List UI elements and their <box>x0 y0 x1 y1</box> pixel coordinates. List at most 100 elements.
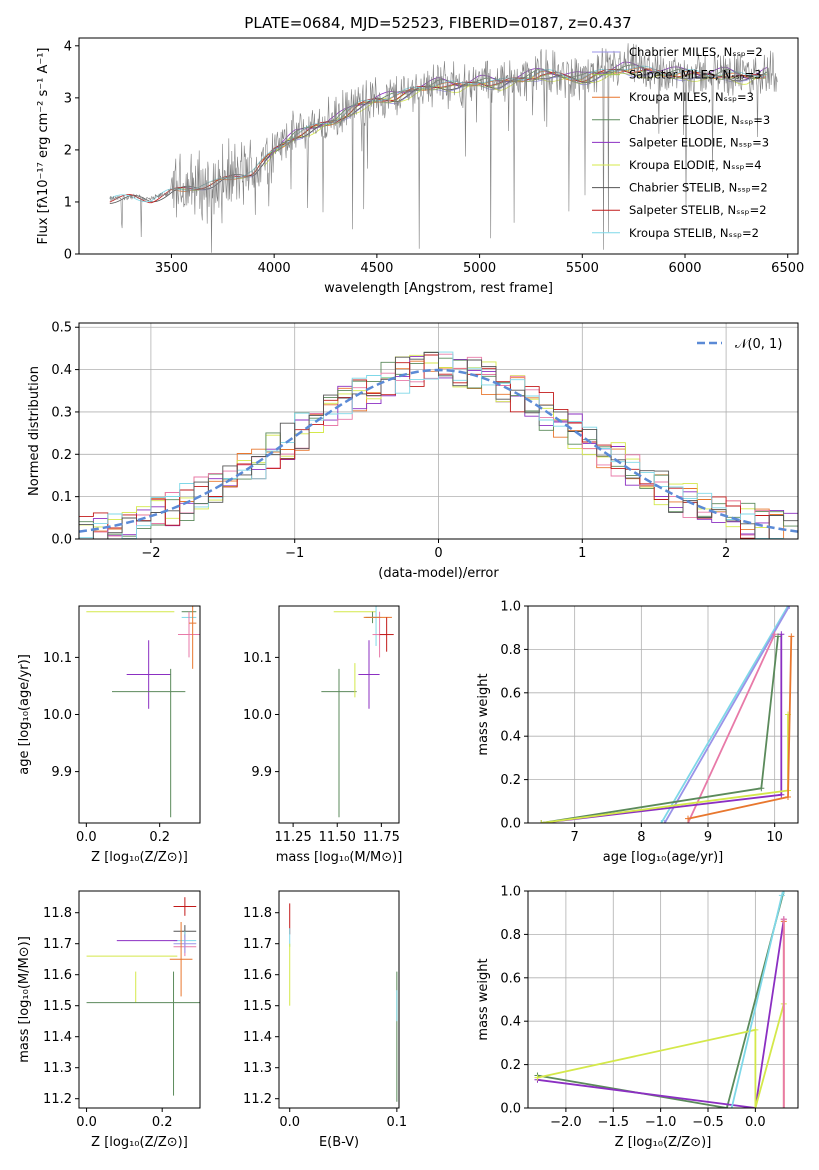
panel-age-vs-Z: 0.0 0.2 9.9 10.0 10.1 Z [log₁₀(Z/Z⊙)] age [log… <box>17 605 201 865</box>
x-tick-label: 0.2 <box>149 830 170 845</box>
plus-marker <box>780 891 787 894</box>
cumulative-line <box>537 919 785 1108</box>
y-tick-label: 0.0 <box>500 1102 521 1117</box>
y-tick-label: 10.0 <box>43 708 72 723</box>
panels: 3500 4000 4500 5000 5500 6000 6500 0 1 2 3 4 wavelen… <box>17 37 804 1150</box>
plus-marker <box>534 1074 541 1081</box>
plot-area <box>321 606 394 818</box>
cumulative-line <box>660 606 789 823</box>
y-tick-label: 4 <box>64 39 72 54</box>
cumulative-line <box>537 891 785 1108</box>
plot-area <box>86 897 200 1096</box>
x-tick-label: 6000 <box>668 261 701 276</box>
panel-age-vs-mass: 11.25 11.50 11.75 9.9 10.0 10.1 mass [log₁₀(M/… <box>243 605 403 865</box>
plus-marker <box>752 1105 759 1108</box>
cumulative-line <box>541 634 783 823</box>
cumulative-line <box>541 636 779 823</box>
y-tick-label: 11.3 <box>43 1061 72 1076</box>
plus-marker <box>771 631 778 638</box>
x-axis-label: E(B-V) <box>319 1135 359 1150</box>
plus-marker <box>780 916 787 923</box>
legend: Chabrier MILES, Nₛₛₚ=2 Salpeter MILES, Nₛ… <box>592 45 770 240</box>
legend-label: 𝒩(0, 1) <box>735 337 782 352</box>
panel-mass-vs-EBV: 0.0 0.1 11.2 11.3 11.4 11.5 11.6 11.7 11.8 E(B-V) <box>243 890 408 1150</box>
x-tick-label: 8 <box>637 830 645 845</box>
y-tick-label: 0 <box>64 248 72 263</box>
axes-frame <box>78 605 201 824</box>
plus-marker <box>658 820 665 823</box>
x-axis-label: Z [log₁₀(Z/Z⊙)] <box>615 1135 712 1150</box>
y-tick-label: 0.4 <box>500 1015 521 1030</box>
y-axis-label: mass weight <box>476 673 491 755</box>
plus-marker <box>685 815 691 822</box>
x-tick-label: 0.0 <box>279 1115 300 1130</box>
y-tick-label: 10.1 <box>243 651 272 666</box>
y-tick-label: 0.2 <box>500 1058 521 1073</box>
plot-area <box>79 351 798 539</box>
x-axis-label: Z [log₁₀(Z/Z⊙)] <box>91 1135 188 1150</box>
y-tick-label: 0.0 <box>500 817 521 832</box>
y-tick-label: 0.6 <box>500 971 521 986</box>
legend-label: Kroupa STELIB, Nₛₛₚ=2 <box>629 226 759 240</box>
figure-title: PLATE=0684, MJD=52523, FIBERID=0187, z=0… <box>244 14 631 32</box>
plus-marker <box>778 631 785 638</box>
x-axis-label: Z [log₁₀(Z/Z⊙)] <box>91 850 188 865</box>
axes-frame <box>278 890 400 1109</box>
y-axis-label: Flux [fλ10⁻¹⁷ erg cm⁻² s⁻¹ A⁻¹] <box>36 48 51 245</box>
x-tick-label: −0.5 <box>692 1115 724 1130</box>
x-tick-label: 0.1 <box>387 1115 408 1130</box>
legend-label: Chabrier ELODIE, Nₛₛₚ=3 <box>629 113 770 127</box>
x-axis-label: wavelength [Angstrom, rest frame] <box>324 281 553 296</box>
plus-marker <box>785 793 791 800</box>
y-tick-label: 11.5 <box>243 999 272 1014</box>
plot-area <box>86 606 200 818</box>
y-tick-label: 11.6 <box>243 968 272 983</box>
y-tick-label: 11.6 <box>43 968 72 983</box>
y-axis-label: mass weight <box>476 958 491 1040</box>
x-axis-label: mass [log₁₀(M/M⊙)] <box>276 850 403 865</box>
x-tick-label: 3500 <box>155 261 188 276</box>
y-axis-label: mass [log₁₀(M/M⊙)] <box>17 936 32 1063</box>
x-tick-label: −1.0 <box>645 1115 677 1130</box>
legend-label: Chabrier STELIB, Nₛₛₚ=2 <box>629 181 768 195</box>
cumulative-line <box>663 606 791 823</box>
x-tick-label: 9 <box>704 830 712 845</box>
plus-marker <box>780 1105 787 1108</box>
legend-label: Chabrier MILES, Nₛₛₚ=2 <box>629 45 763 59</box>
y-tick-label: 1.0 <box>500 885 521 900</box>
cumulative-line <box>541 714 789 823</box>
y-tick-label: 0.2 <box>51 448 72 463</box>
y-tick-label: 11.2 <box>43 1092 72 1107</box>
panel-massweight-vs-Z: −2.0 −1.5 −1.0 −0.5 0.0 0.0 0.2 0.4 0.6 0.8 1.0 Z [… <box>476 885 799 1150</box>
panel-massweight-vs-age: 7 8 9 10 0.0 0.2 0.4 0.6 0.8 1.0 age [log₁₀(age/yr… <box>476 600 799 865</box>
cumulative-line <box>537 1003 785 1108</box>
legend-label: Salpeter MILES, Nₛₛₚ=3 <box>629 68 762 82</box>
y-tick-label: 11.2 <box>243 1092 272 1107</box>
y-tick-label: 0.4 <box>51 363 72 378</box>
plot-area <box>109 43 778 253</box>
x-tick-label: 7 <box>571 830 579 845</box>
y-tick-label: 11.5 <box>43 999 72 1014</box>
plot-area <box>538 606 795 823</box>
y-tick-label: 11.8 <box>43 906 72 921</box>
legend-label: Salpeter ELODIE, Nₛₛₚ=3 <box>629 135 769 149</box>
plus-marker <box>752 1026 759 1033</box>
plus-marker <box>786 606 793 609</box>
y-tick-label: 0.0 <box>51 533 72 548</box>
axes-frame <box>78 890 201 1109</box>
y-tick-label: 0.3 <box>51 405 72 420</box>
plus-marker <box>661 820 668 823</box>
plot-area <box>289 903 398 1102</box>
x-tick-label: 11.75 <box>363 830 400 845</box>
x-tick-label: 5000 <box>463 261 496 276</box>
x-tick-label: 0.0 <box>76 1115 97 1130</box>
x-tick-label: −1.5 <box>597 1115 629 1130</box>
x-tick-label: 11.50 <box>319 830 356 845</box>
x-tick-label: 6500 <box>771 261 804 276</box>
cumulative-line <box>687 633 776 823</box>
axes-frame <box>527 605 799 824</box>
y-tick-label: 0.8 <box>500 928 521 943</box>
plus-marker <box>758 785 765 792</box>
y-axis-label: Normed distribution <box>27 366 42 496</box>
